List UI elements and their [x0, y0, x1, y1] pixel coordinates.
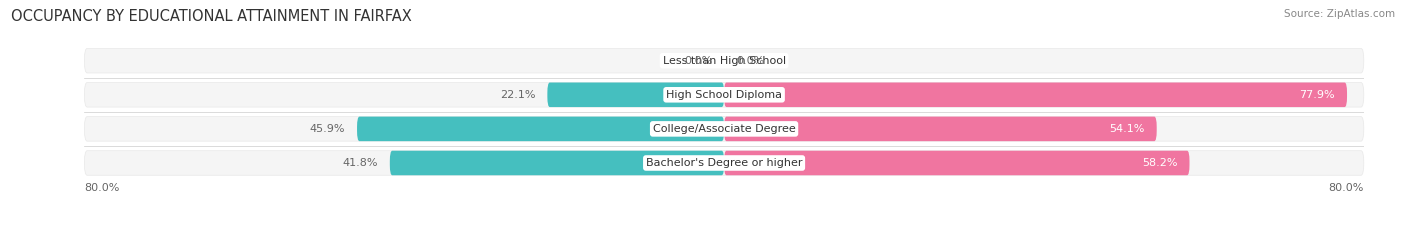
FancyBboxPatch shape	[389, 151, 724, 175]
Text: 58.2%: 58.2%	[1142, 158, 1177, 168]
FancyBboxPatch shape	[724, 151, 1189, 175]
Text: High School Diploma: High School Diploma	[666, 90, 782, 100]
Text: 77.9%: 77.9%	[1299, 90, 1336, 100]
Text: 0.0%: 0.0%	[737, 56, 765, 66]
Text: 80.0%: 80.0%	[1329, 183, 1364, 193]
FancyBboxPatch shape	[84, 116, 1364, 141]
Text: Bachelor's Degree or higher: Bachelor's Degree or higher	[645, 158, 803, 168]
Text: 22.1%: 22.1%	[501, 90, 536, 100]
Text: 41.8%: 41.8%	[342, 158, 378, 168]
Text: 0.0%: 0.0%	[683, 56, 711, 66]
FancyBboxPatch shape	[84, 82, 1364, 107]
Text: 45.9%: 45.9%	[309, 124, 344, 134]
Text: College/Associate Degree: College/Associate Degree	[652, 124, 796, 134]
FancyBboxPatch shape	[724, 116, 1157, 141]
FancyBboxPatch shape	[724, 82, 1347, 107]
Text: Source: ZipAtlas.com: Source: ZipAtlas.com	[1284, 9, 1395, 19]
FancyBboxPatch shape	[547, 82, 724, 107]
Text: Less than High School: Less than High School	[662, 56, 786, 66]
FancyBboxPatch shape	[357, 116, 724, 141]
Text: 54.1%: 54.1%	[1109, 124, 1144, 134]
FancyBboxPatch shape	[84, 151, 1364, 175]
Text: OCCUPANCY BY EDUCATIONAL ATTAINMENT IN FAIRFAX: OCCUPANCY BY EDUCATIONAL ATTAINMENT IN F…	[11, 9, 412, 24]
FancyBboxPatch shape	[84, 48, 1364, 73]
Text: 80.0%: 80.0%	[84, 183, 120, 193]
